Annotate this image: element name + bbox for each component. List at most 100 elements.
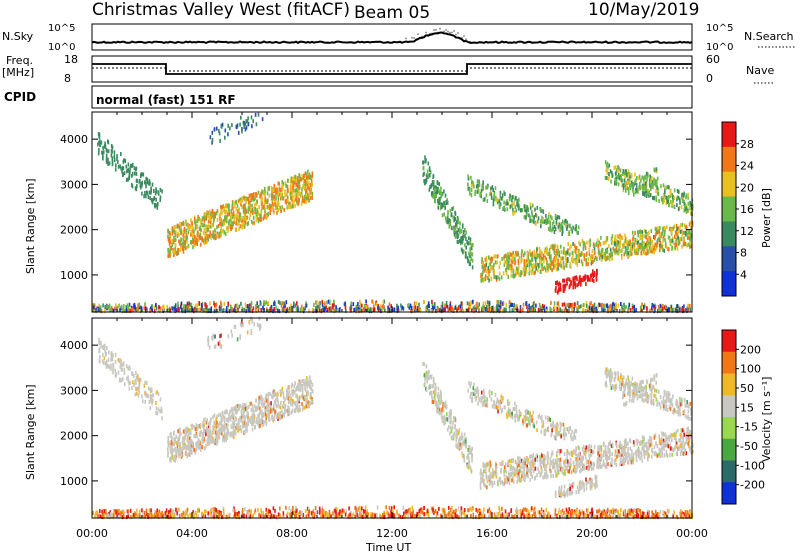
echo-cell [676,227,678,231]
echo-cell [249,308,251,312]
echo-cell [188,225,190,229]
echo-cell [681,205,683,209]
echo-cell [193,434,195,438]
echo-cell [529,267,531,271]
echo-cell [635,308,637,312]
echo-cell [144,302,146,306]
echo-cell [106,160,108,164]
echo-cell [628,187,630,191]
echo-cell [287,189,289,193]
echo-cell [161,409,163,413]
echo-cell [272,395,274,399]
echo-cell [626,240,628,244]
echo-cell [151,304,153,308]
echo-cell [629,251,631,255]
echo-cell [121,378,123,382]
echo-cell [234,420,236,424]
echo-cell [93,305,95,309]
echo-cell [504,260,506,264]
echo-cell [250,402,252,406]
echo-cell [612,174,614,178]
echo-cell [515,196,517,200]
echo-cell [297,306,299,310]
echo-cell [195,434,197,438]
echo-cell [630,242,632,246]
echo-cell [324,301,326,305]
echo-cell [414,301,416,305]
echo-cell [167,436,169,440]
echo-cell [252,413,254,417]
echo-cell [261,410,263,414]
echo-cell [111,153,113,157]
echo-cell [573,278,575,282]
echo-cell [241,129,243,133]
echo-cell [444,304,446,308]
echo-cell [621,256,623,260]
echo-cell [624,179,626,183]
echo-cell [540,208,542,212]
echo-cell [223,417,225,421]
echo-cell [245,217,247,221]
echo-cell [554,264,556,268]
echo-cell [472,243,474,247]
echo-cell [243,210,245,214]
echo-cell [400,304,402,308]
echo-cell [253,216,255,220]
echo-cell [185,451,187,455]
echo-cell [262,117,264,121]
echo-cell [615,235,617,239]
echo-cell [674,188,676,192]
echo-cell [675,231,677,235]
echo-cell [197,424,199,428]
echo-cell [563,247,565,251]
echo-cell [115,303,117,307]
echo-cell [596,269,598,273]
echo-cell [219,340,221,344]
echo-cell [180,448,182,452]
echo-cell [566,282,568,286]
echo-cell [440,187,442,191]
echo-cell [651,246,653,250]
echo-cell [303,396,305,400]
echo-cell [500,300,502,304]
echo-cell [520,272,522,276]
echo-cell [633,305,635,309]
echo-cell [686,225,688,229]
echo-cell [137,374,139,378]
echo-cell [132,172,134,176]
echo-cell [649,175,651,179]
echo-cell [309,401,311,405]
echo-cell [280,401,282,405]
echo-cell [228,203,230,207]
echo-cell [535,258,537,262]
echo-cell [541,264,543,268]
echo-cell [491,196,493,200]
echo-cell [192,234,194,238]
echo-cell [302,196,304,200]
echo-cell [411,306,413,310]
echo-cell [292,177,294,181]
echo-cell [593,279,595,283]
echo-cell [134,172,136,176]
echo-cell [177,234,179,238]
echo-cell [201,307,203,311]
echo-cell [668,247,670,251]
echo-cell [136,392,138,396]
echo-cell [242,424,244,428]
echo-cell [184,240,186,244]
echo-cell [99,355,101,359]
echo-cell [425,306,427,310]
echo-cell [288,392,290,396]
echo-cell [326,301,328,305]
echo-cell [222,412,224,416]
echo-cell [253,306,255,310]
echo-cell [211,336,213,340]
echo-cell [577,283,579,287]
echo-cell [482,278,484,282]
echo-cell [563,261,565,265]
echo-cell [559,281,561,285]
echo-cell [148,386,150,390]
echo-cell [197,303,199,307]
echo-cell [224,221,226,225]
echo-cell [216,127,218,131]
